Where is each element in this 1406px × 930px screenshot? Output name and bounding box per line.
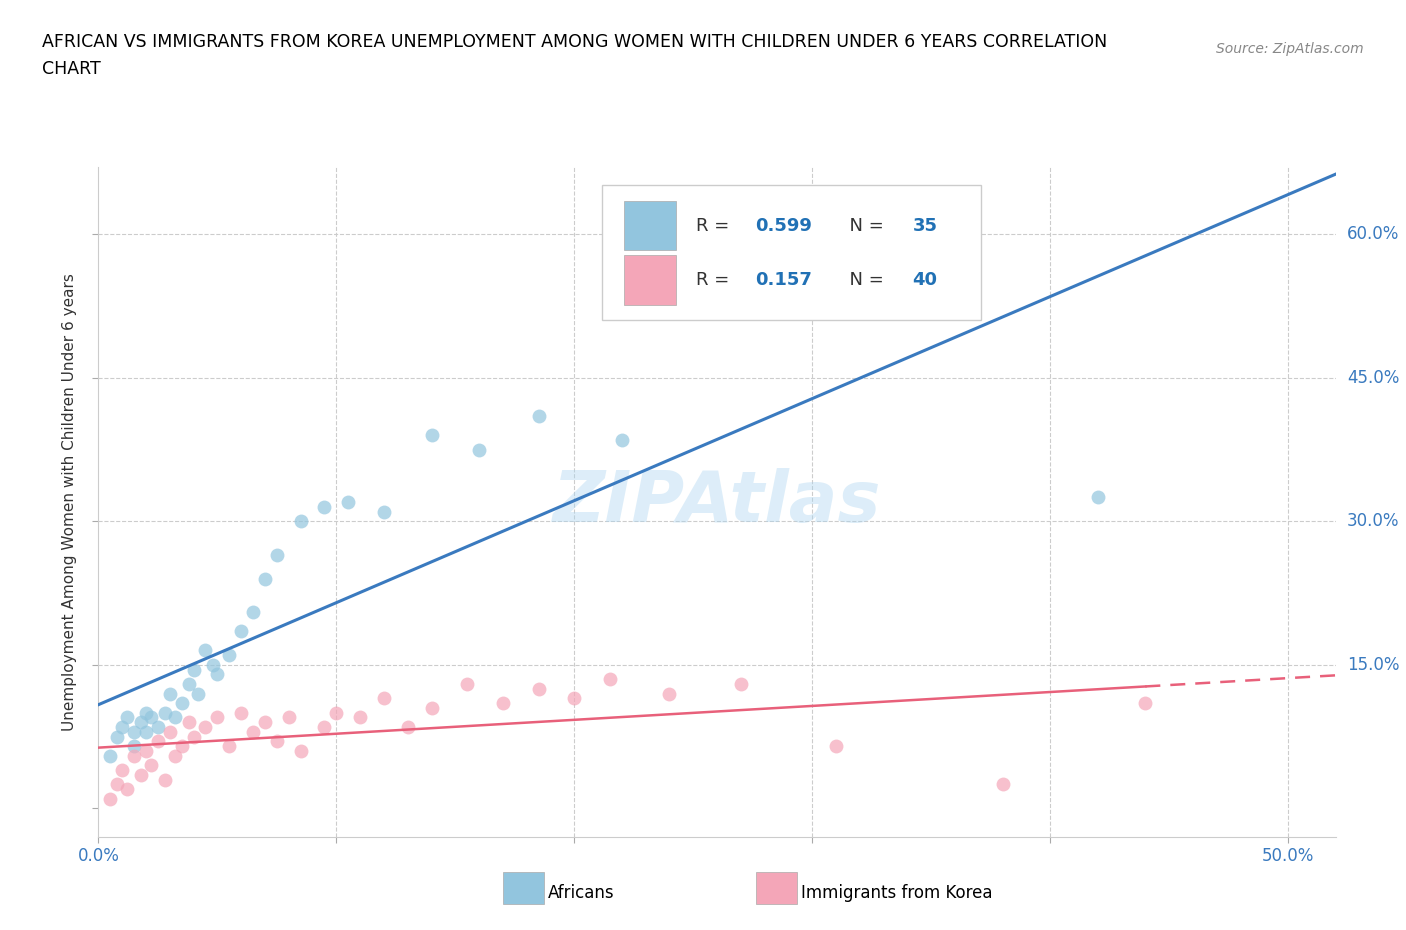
Point [373,691,395,706]
Text: 60.0%: 60.0% [1347,225,1399,244]
Point [825,738,848,753]
Point [349,710,371,724]
Y-axis label: Unemployment Among Women with Children Under 6 years: Unemployment Among Women with Children U… [62,273,77,731]
Point [456,676,478,691]
Point [139,758,162,773]
Point [159,686,181,701]
Point [599,671,621,686]
Point [135,743,157,758]
Point [107,729,129,744]
Point [135,724,157,739]
Point [266,734,288,749]
Point [468,442,491,457]
Point [107,777,129,791]
Point [153,772,176,787]
Text: N =: N = [838,271,890,289]
FancyBboxPatch shape [602,185,980,320]
Point [218,648,240,663]
Point [218,738,240,753]
Point [139,710,162,724]
Text: R =: R = [696,217,735,234]
Point [314,499,336,514]
Point [337,495,360,510]
Text: N =: N = [838,217,890,234]
Point [242,604,264,619]
Point [242,724,264,739]
Text: Source: ZipAtlas.com: Source: ZipAtlas.com [1216,42,1364,56]
Point [231,705,253,720]
Point [177,715,200,730]
Point [1087,490,1109,505]
Point [159,724,181,739]
Point [231,624,253,639]
Point [183,662,205,677]
Point [194,643,217,658]
Point [253,571,276,586]
Point [730,676,752,691]
Point [207,710,229,724]
Point [207,667,229,682]
Point [396,720,419,735]
Point [111,763,134,777]
FancyBboxPatch shape [624,255,676,305]
Text: 35: 35 [912,217,938,234]
Text: Immigrants from Korea: Immigrants from Korea [801,884,993,902]
Text: 30.0%: 30.0% [1347,512,1399,530]
Point [492,696,515,711]
Point [183,729,205,744]
Point [129,715,152,730]
Point [194,720,217,735]
Point [122,724,145,739]
Point [163,710,186,724]
Point [201,658,224,672]
Point [146,734,169,749]
Point [991,777,1014,791]
Text: 45.0%: 45.0% [1347,369,1399,387]
Point [277,710,299,724]
Point [658,686,681,701]
Point [122,738,145,753]
Point [562,691,585,706]
Point [135,705,157,720]
Point [290,514,312,529]
Point [115,710,138,724]
Point [170,738,193,753]
Text: AFRICAN VS IMMIGRANTS FROM KOREA UNEMPLOYMENT AMONG WOMEN WITH CHILDREN UNDER 6 : AFRICAN VS IMMIGRANTS FROM KOREA UNEMPLO… [42,33,1108,50]
Point [266,548,288,563]
Text: Africans: Africans [548,884,614,902]
Text: R =: R = [696,271,735,289]
Point [373,504,395,519]
Point [129,767,152,782]
Point [610,432,633,447]
Point [98,749,121,764]
Text: ZIPAtlas: ZIPAtlas [553,468,882,537]
Point [290,743,312,758]
Text: 15.0%: 15.0% [1347,656,1399,674]
Point [111,720,134,735]
Point [177,676,200,691]
Point [314,720,336,735]
Point [1135,696,1157,711]
Point [153,705,176,720]
Point [325,705,347,720]
Point [115,782,138,797]
Point [420,428,443,443]
Point [527,408,550,423]
Text: CHART: CHART [42,60,101,78]
Text: 40: 40 [912,271,938,289]
Point [170,696,193,711]
Point [146,720,169,735]
Point [122,749,145,764]
Point [527,682,550,697]
Point [253,715,276,730]
Text: 0.599: 0.599 [755,217,813,234]
Point [420,700,443,715]
FancyBboxPatch shape [624,201,676,250]
Point [98,791,121,806]
Text: 0.157: 0.157 [755,271,813,289]
Point [187,686,209,701]
Point [163,749,186,764]
